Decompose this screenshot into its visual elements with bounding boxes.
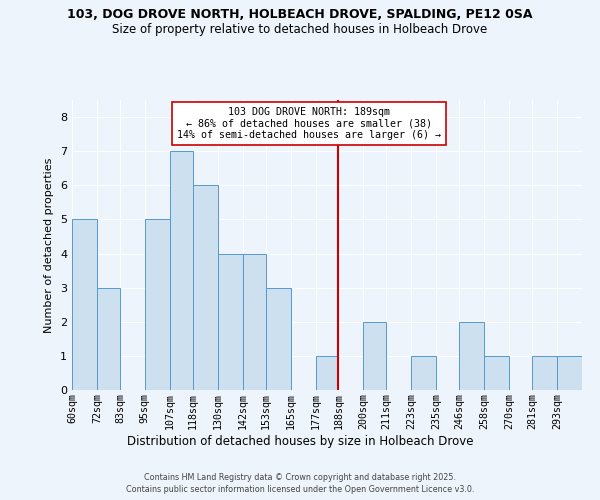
Bar xyxy=(364,322,386,390)
Bar xyxy=(242,254,266,390)
Text: 103 DOG DROVE NORTH: 189sqm
← 86% of detached houses are smaller (38)
14% of sem: 103 DOG DROVE NORTH: 189sqm ← 86% of det… xyxy=(178,107,442,140)
Bar xyxy=(170,151,193,390)
Text: 103, DOG DROVE NORTH, HOLBEACH DROVE, SPALDING, PE12 0SA: 103, DOG DROVE NORTH, HOLBEACH DROVE, SP… xyxy=(67,8,533,20)
Bar xyxy=(459,322,484,390)
Text: Size of property relative to detached houses in Holbeach Drove: Size of property relative to detached ho… xyxy=(112,22,488,36)
Y-axis label: Number of detached properties: Number of detached properties xyxy=(44,158,55,332)
Bar xyxy=(266,288,290,390)
Bar xyxy=(412,356,436,390)
Bar xyxy=(218,254,242,390)
Text: Distribution of detached houses by size in Holbeach Drove: Distribution of detached houses by size … xyxy=(127,435,473,448)
Text: Contains HM Land Registry data © Crown copyright and database right 2025.: Contains HM Land Registry data © Crown c… xyxy=(144,472,456,482)
Text: Contains public sector information licensed under the Open Government Licence v3: Contains public sector information licen… xyxy=(126,485,474,494)
Bar xyxy=(316,356,338,390)
Bar xyxy=(145,220,170,390)
Bar xyxy=(193,186,218,390)
Bar xyxy=(72,220,97,390)
Bar xyxy=(484,356,509,390)
Bar xyxy=(532,356,557,390)
Bar xyxy=(97,288,120,390)
Bar xyxy=(557,356,582,390)
